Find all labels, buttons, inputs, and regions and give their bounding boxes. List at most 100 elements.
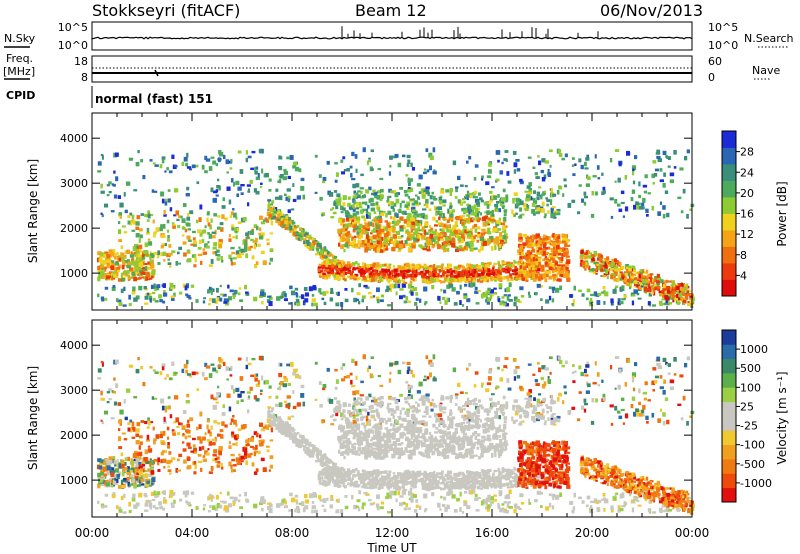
upper-band-power-cell [470, 243, 474, 247]
scatter-high-power-cell [355, 183, 360, 188]
scatter-high-power-cell [614, 180, 617, 183]
morning-patch-power-cell [127, 249, 131, 254]
sloping-band-power-cell [303, 240, 306, 245]
scatter-high-power-cell [654, 173, 658, 177]
near-range-velocity-cell [504, 508, 508, 511]
scatter-high-power-cell [439, 211, 443, 215]
scatter-high-velocity-cell [374, 402, 379, 406]
upper-fringe-power-cell [380, 212, 385, 217]
scatter-high-velocity-cell [149, 366, 153, 369]
main-band-power-cell [325, 266, 329, 269]
late-streak-power-cell [565, 247, 569, 251]
near-range-power-cell [149, 298, 152, 303]
sloping-band-power-cell [314, 241, 318, 245]
evening-power-cell [637, 277, 640, 280]
scatter-high-velocity-cell [373, 398, 378, 404]
upper-band-power-cell [485, 222, 488, 226]
dawn-clutter-power-cell [137, 261, 141, 264]
scatter-high-velocity-cell [638, 401, 641, 406]
near-range-power-cell [485, 290, 490, 295]
near-range-velocity-cell [202, 507, 206, 511]
upper-band-power-cell [340, 245, 344, 250]
main-band-power-cell [383, 263, 387, 267]
near-range-power-cell [154, 286, 157, 292]
dawn-clutter-power-cell [191, 254, 195, 258]
near-range-power-cell [216, 297, 220, 302]
dawn-clutter-power-cell [268, 217, 272, 221]
scatter-high-velocity-cell [287, 405, 291, 410]
scatter-high-power-cell [638, 194, 641, 199]
near-range-velocity-cell [636, 499, 640, 503]
scatter-high-power-cell [351, 178, 356, 181]
main-band-power-cell [351, 270, 354, 274]
evening-power-cell [642, 278, 646, 283]
scatter-high-velocity-cell [289, 362, 294, 367]
dawn-clutter-power-cell [177, 225, 181, 229]
evening-power-cell [659, 293, 663, 297]
scatter-high-power-cell [114, 152, 119, 157]
sloping-band-power-cell [306, 246, 310, 249]
upper-fringe-power-cell [531, 202, 536, 207]
upper-band-power-cell [459, 245, 463, 251]
main-band-power-cell [512, 273, 515, 276]
morning-patch-power-cell [104, 273, 108, 279]
near-range-power-cell [376, 299, 380, 304]
scatter-high-velocity-cell [537, 362, 540, 365]
upper-band-power-cell [337, 228, 341, 234]
upper-fringe-power-cell [503, 213, 507, 217]
scatter-high-velocity-cell [428, 359, 433, 365]
main-band-power-cell [328, 267, 331, 271]
dawn-clutter-power-cell [182, 241, 187, 245]
late-streak-power-cell [554, 267, 558, 270]
upper-fringe-power-cell [354, 192, 358, 198]
upper-band-power-cell [429, 230, 433, 235]
upper-band-power-cell [379, 218, 383, 223]
upper-band-power-cell [493, 241, 498, 245]
upper-band-power-cell [462, 232, 466, 236]
dawn-clutter-power-cell [229, 215, 232, 218]
morning-patch-power-cell [127, 261, 132, 266]
scatter-high-power-cell [233, 181, 236, 187]
late-streak-power-cell [534, 272, 539, 275]
evening-power-cell [665, 279, 668, 284]
upper-band-power-cell [458, 232, 462, 236]
near-range-power-cell [229, 289, 234, 293]
late-streak-power-cell [542, 251, 546, 256]
upper-band-power-cell [379, 249, 384, 253]
main-band-power-cell [414, 277, 417, 282]
sloping-band-power-cell [277, 221, 281, 226]
upper-band-power-cell [494, 243, 497, 248]
morning-patch-power-cell [145, 253, 150, 258]
scatter-high-power-cell [191, 164, 196, 169]
near-range-power-cell [668, 302, 673, 305]
upper-band-power-cell [361, 240, 366, 245]
near-range-velocity-cell [190, 491, 195, 495]
upper-band-power-cell [445, 237, 450, 242]
main-band-power-cell [391, 269, 396, 273]
upper-band-power-cell [494, 245, 497, 251]
upper-band-power-cell [500, 239, 504, 244]
scatter-high-velocity-cell [204, 362, 208, 368]
scatter-high-power-cell [250, 167, 254, 171]
upper-fringe-power-cell [380, 194, 384, 199]
scatter-high-power-cell [284, 193, 287, 197]
late-streak-power-cell [558, 249, 562, 253]
scatter-high-velocity-cell [642, 391, 648, 395]
main-band-power-cell [480, 262, 485, 266]
scatter-high-power-cell [101, 214, 104, 218]
upper-fringe-power-cell [440, 190, 445, 194]
scatter-high-power-cell [286, 156, 291, 160]
near-range-power-cell [403, 300, 408, 304]
scatter-high-power-cell [488, 162, 492, 167]
upper-band-power-cell [455, 248, 459, 253]
late-streak-power-cell [517, 261, 521, 264]
scatter-high-velocity-cell [365, 415, 369, 421]
dawn-clutter-power-cell [138, 262, 144, 267]
near-range-velocity-cell [424, 509, 427, 513]
near-range-power-cell [227, 284, 230, 289]
late-streak-power-cell [555, 238, 560, 244]
near-range-power-cell [418, 298, 422, 303]
dawn-clutter-power-cell [171, 250, 176, 254]
scatter-high-power-cell [166, 167, 169, 171]
scatter-high-power-cell [666, 212, 670, 218]
